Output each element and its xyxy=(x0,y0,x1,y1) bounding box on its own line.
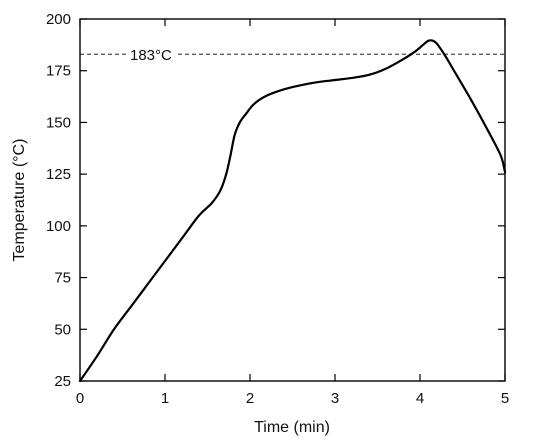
y-tick-label: 100 xyxy=(46,218,71,235)
x-tick-label: 1 xyxy=(161,390,169,407)
y-tick-label: 125 xyxy=(46,166,71,183)
x-tick-label: 4 xyxy=(416,390,424,407)
y-axis-title: Temperature (°C) xyxy=(11,139,28,262)
y-tick-label: 200 xyxy=(46,11,71,28)
y-tick-label: 50 xyxy=(54,321,71,338)
x-tick-label: 3 xyxy=(331,390,339,407)
y-axis: 25 50 75 100 125 150 175 200 xyxy=(46,11,505,390)
y-tick-label: 75 xyxy=(54,270,71,287)
y-tick-label: 25 xyxy=(54,373,71,390)
x-tick-label: 5 xyxy=(501,390,509,407)
temperature-curve xyxy=(78,39,507,383)
series-group xyxy=(78,39,507,383)
reference-line-label: 183°C xyxy=(130,47,172,64)
y-tick-label: 175 xyxy=(46,63,71,80)
y-tick-label: 150 xyxy=(46,114,71,131)
x-tick-label: 0 xyxy=(76,390,84,407)
x-axis-title: Time (min) xyxy=(254,419,330,436)
reference-label-backing xyxy=(127,47,176,65)
x-axis: 0 1 2 3 4 5 xyxy=(76,19,509,407)
plot-frame xyxy=(79,18,506,382)
x-tick-label: 2 xyxy=(246,390,254,407)
